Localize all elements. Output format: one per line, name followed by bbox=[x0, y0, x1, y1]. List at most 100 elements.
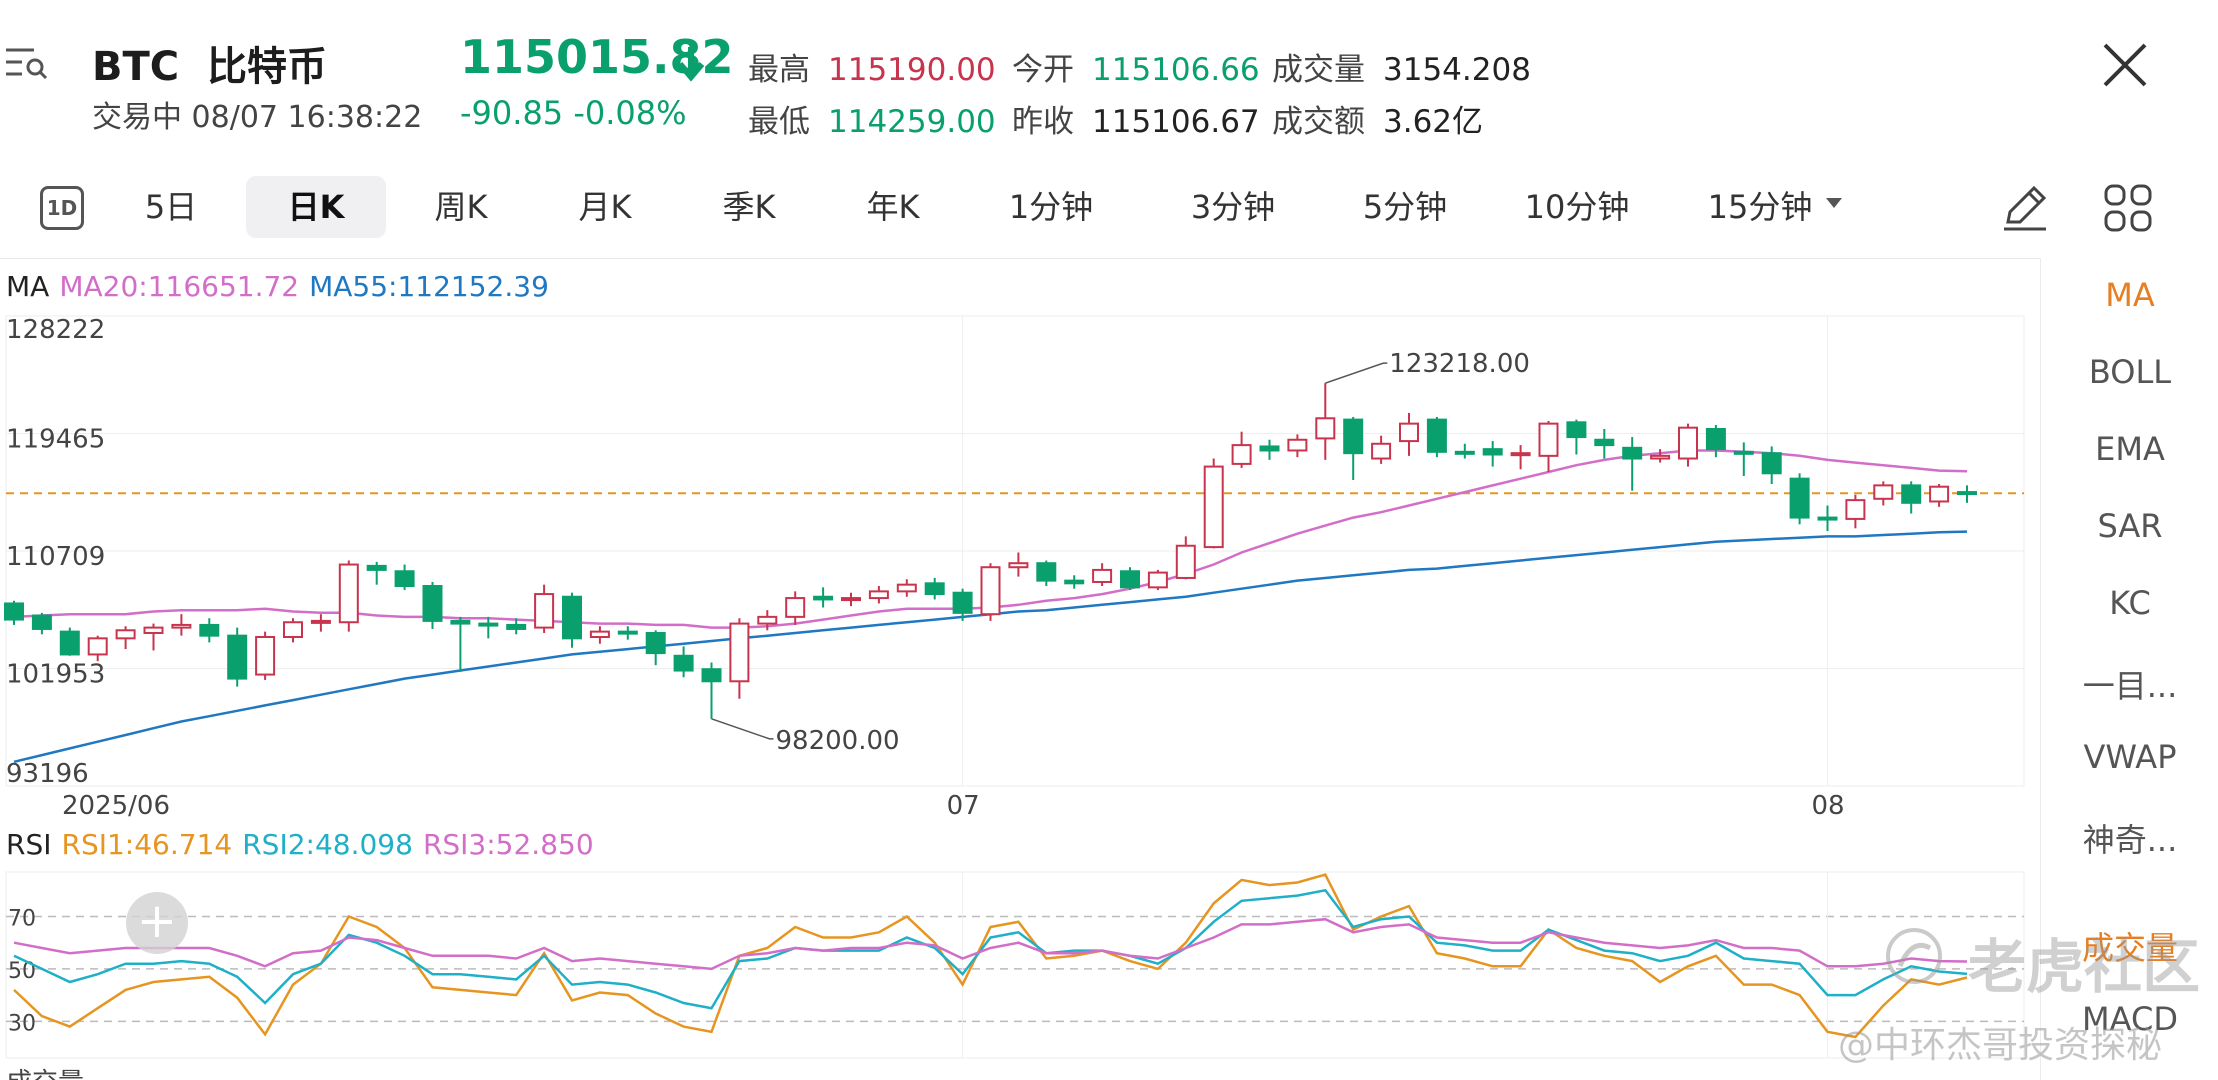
sidebar-item-ema[interactable]: EMA bbox=[2095, 430, 2165, 468]
candle-body-up bbox=[283, 621, 303, 638]
sidebar-item-macd[interactable]: MACD bbox=[2082, 1000, 2178, 1038]
candle bbox=[1817, 505, 1838, 531]
add-indicator-button[interactable]: + bbox=[126, 892, 188, 954]
x-tick-label: 08 bbox=[1812, 791, 1845, 821]
tab-1d[interactable]: 1D bbox=[40, 186, 84, 230]
tab-daily-k[interactable]: 日K bbox=[246, 176, 386, 238]
layout-grid-icon[interactable] bbox=[2102, 182, 2154, 234]
candle-body-down bbox=[31, 614, 52, 630]
tab-monthly-k[interactable]: 月K bbox=[578, 188, 632, 226]
candle bbox=[562, 592, 582, 648]
tab-10min[interactable]: 10分钟 bbox=[1524, 188, 1630, 226]
rsi-tick-label: 50 bbox=[8, 959, 36, 984]
candle-body-up bbox=[115, 629, 136, 640]
amount-label: 成交额 bbox=[1272, 104, 1365, 140]
symbol-name: 比特币 bbox=[207, 44, 327, 90]
candle bbox=[813, 587, 834, 608]
period-tabs: 1D 5日 日K 周K 月K 季K 年K 1分钟 3分钟 5分钟 10分钟 15… bbox=[0, 168, 2218, 248]
candle bbox=[199, 618, 220, 643]
candle bbox=[924, 577, 945, 600]
open-value: 115106.66 bbox=[1092, 52, 1260, 88]
candle bbox=[1343, 416, 1364, 481]
candle-body-up bbox=[1231, 444, 1252, 465]
tab-15min[interactable]: 15分钟 bbox=[1707, 188, 1813, 226]
tab-3min[interactable]: 3分钟 bbox=[1190, 188, 1276, 226]
tiger-logo-icon bbox=[1886, 928, 1942, 984]
candle bbox=[1287, 434, 1308, 458]
y-tick-label: 93196 bbox=[6, 759, 89, 789]
stat-high: 最高 115190.00 bbox=[748, 44, 996, 89]
rsi3-legend: RSI3:52.850 bbox=[422, 828, 594, 861]
candle bbox=[255, 631, 276, 680]
rsi-tick-label: 70 bbox=[8, 907, 36, 932]
sidebar-item-magic[interactable]: 神奇... bbox=[2082, 821, 2178, 859]
candle-body-up bbox=[785, 597, 806, 618]
tab-quarterly-k[interactable]: 季K bbox=[722, 188, 776, 226]
tab-weekly-k[interactable]: 周K bbox=[434, 188, 488, 226]
quote-header: BTC 比特币 交易中 08/07 16:38:22 115015.82 -90… bbox=[0, 0, 2218, 150]
rsi-legend-label: RSI bbox=[6, 828, 52, 861]
candle-body-up bbox=[841, 597, 861, 602]
volume-value: 3154.208 bbox=[1383, 52, 1531, 88]
candle bbox=[980, 563, 1001, 621]
x-tick-label: 2025/06 bbox=[62, 791, 170, 821]
menu-list-icon[interactable] bbox=[4, 40, 50, 86]
sidebar-item-vwap[interactable]: VWAP bbox=[2083, 738, 2177, 776]
candle-body-down bbox=[227, 634, 248, 680]
rsi-legend: RSI RSI1:46.714 RSI2:48.098 RSI3:52.850 bbox=[6, 828, 604, 861]
candle-body-down bbox=[1036, 562, 1057, 582]
pen-draw-icon[interactable] bbox=[1998, 182, 2050, 234]
status-text: 交易中 bbox=[92, 100, 182, 135]
amount-value: 3.62亿 bbox=[1383, 104, 1484, 140]
candle bbox=[1761, 446, 1782, 485]
watermark-brand: 老虎社区 bbox=[1968, 933, 2201, 1001]
chevron-down-icon[interactable] bbox=[1826, 198, 1842, 208]
candle-body-down bbox=[673, 654, 694, 672]
close-icon[interactable] bbox=[2100, 40, 2150, 90]
candle-body-up bbox=[1538, 422, 1559, 457]
candle bbox=[171, 614, 192, 636]
rsi3-line bbox=[13, 917, 1968, 971]
sidebar-item-ma[interactable]: MA bbox=[2105, 276, 2155, 314]
candle bbox=[1259, 439, 1280, 460]
candle-body-up bbox=[255, 635, 276, 676]
candle-body-up bbox=[1008, 562, 1029, 569]
candle bbox=[283, 618, 303, 643]
tab-1min[interactable]: 1分钟 bbox=[1008, 188, 1094, 226]
ma20-legend: MA20:116651.72 bbox=[59, 270, 300, 303]
rsi-chart[interactable]: 70 50 30 bbox=[0, 862, 2040, 1068]
candle-body-up bbox=[1873, 484, 1894, 500]
sidebar-item-boll[interactable]: BOLL bbox=[2088, 353, 2172, 391]
candle bbox=[1092, 563, 1113, 587]
sidebar-item-sar[interactable]: SAR bbox=[2097, 507, 2163, 545]
tab-yearly-k[interactable]: 年K bbox=[866, 188, 920, 226]
candle-body-down bbox=[366, 564, 387, 571]
candle bbox=[673, 646, 694, 678]
candle bbox=[478, 616, 499, 639]
rsi2-line bbox=[13, 888, 1968, 1010]
sidebar-item-volume[interactable]: 成交量 bbox=[2081, 929, 2178, 967]
candle-body-down bbox=[199, 623, 220, 637]
candle bbox=[1594, 429, 1615, 459]
sidebar-item-kc[interactable]: KC bbox=[2109, 584, 2151, 622]
tab-5day[interactable]: 5日 bbox=[144, 188, 198, 226]
candle-body-down bbox=[952, 591, 973, 614]
open-label: 今开 bbox=[1012, 52, 1074, 88]
candle bbox=[1315, 383, 1336, 460]
y-tick-label: 101953 bbox=[6, 659, 105, 689]
ma-legend: MA MA20:116651.72 MA55:112152.39 bbox=[6, 270, 559, 303]
sidebar-item-ichimoku[interactable]: 一目... bbox=[2082, 667, 2178, 705]
tab-5min[interactable]: 5分钟 bbox=[1362, 188, 1448, 226]
candle-body-up bbox=[1287, 438, 1308, 452]
candle-body-down bbox=[924, 582, 945, 596]
candle bbox=[1175, 536, 1196, 580]
trading-status: 交易中 08/07 16:38:22 bbox=[92, 92, 422, 136]
rsi2-legend: RSI2:48.098 bbox=[242, 828, 413, 861]
stat-amount: 成交额 3.62亿 bbox=[1272, 96, 1483, 141]
prev-close-value: 115106.67 bbox=[1092, 104, 1260, 140]
candle bbox=[617, 626, 638, 640]
candle bbox=[1622, 437, 1643, 491]
candle-body-down bbox=[1343, 418, 1364, 455]
candle bbox=[338, 560, 359, 632]
